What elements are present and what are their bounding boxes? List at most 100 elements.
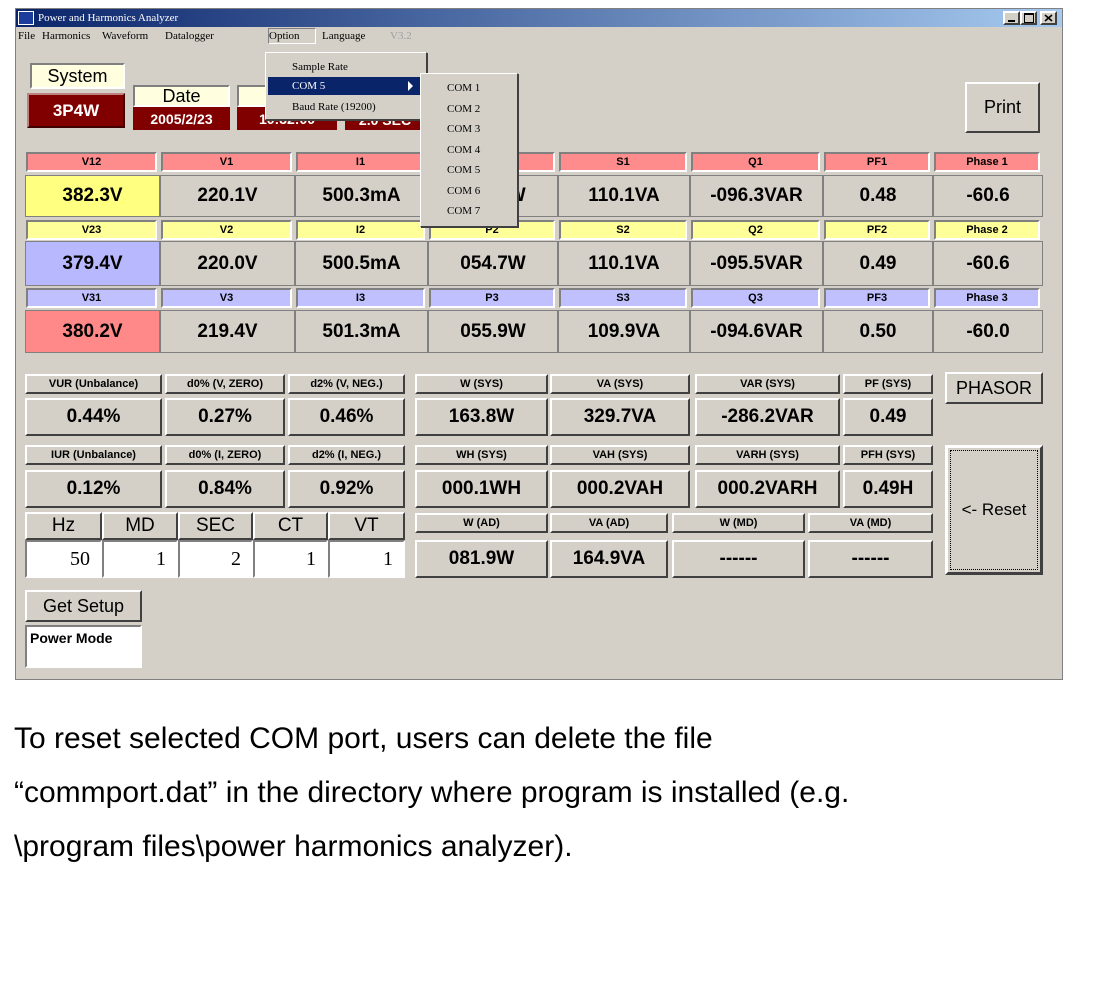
get-setup-button[interactable]: Get Setup	[25, 590, 142, 622]
phase-header: V3	[161, 288, 292, 308]
setup-header: MD	[102, 512, 178, 540]
menu-item[interactable]: Language	[322, 30, 366, 42]
print-button[interactable]: Print	[965, 82, 1040, 133]
com-item[interactable]: COM 1	[447, 82, 481, 94]
phase-value: -60.6	[933, 175, 1043, 217]
total-label: VA (MD)	[808, 513, 933, 533]
phase-header: PF1	[824, 152, 930, 172]
phase-header: S1	[559, 152, 687, 172]
phase-header: P3	[429, 288, 555, 308]
com-item[interactable]: COM 3	[447, 123, 481, 135]
balance-label: d0% (V, ZERO)	[165, 374, 285, 394]
window-title: Power and Harmonics Analyzer	[38, 12, 179, 24]
system-value: 3P4W	[27, 93, 125, 128]
balance-label: VUR (Unbalance)	[25, 374, 162, 394]
phase-header: I2	[296, 220, 425, 240]
date-label: Date	[133, 85, 230, 107]
com-item[interactable]: COM 4	[447, 143, 481, 156]
option-item[interactable]: Baud Rate (19200)	[292, 101, 376, 113]
setup-value: 2	[178, 540, 253, 578]
menu-item[interactable]: Harmonics	[42, 30, 91, 42]
com-item[interactable]: COM 7	[447, 205, 481, 217]
setup-value: 1	[102, 540, 178, 578]
total-value: 000.1WH	[415, 470, 548, 508]
note-line: “commport.dat” in the directory where pr…	[14, 776, 850, 809]
option-item[interactable]: Sample Rate	[292, 61, 348, 73]
phase-header: Phase 3	[934, 288, 1040, 308]
com-item[interactable]: COM 2	[447, 102, 481, 115]
phase-header: Q1	[691, 152, 820, 172]
menu-item[interactable]: Datalogger	[165, 30, 214, 42]
com-item[interactable]: COM 5	[447, 164, 481, 176]
phase-value: 0.48	[823, 175, 933, 217]
phase-value: 055.9W	[428, 310, 558, 353]
balance-value: 0.46%	[288, 398, 405, 436]
total-label: W (AD)	[415, 513, 548, 533]
menu-item[interactable]: Waveform	[102, 30, 149, 42]
phase-value: 0.50	[823, 310, 933, 353]
balance-label: IUR (Unbalance)	[25, 445, 162, 465]
phase-value: 220.0V	[160, 241, 295, 286]
phase-value: 501.3mA	[295, 310, 428, 353]
total-value: 000.2VAH	[550, 470, 690, 508]
phase-header: V23	[26, 220, 157, 240]
phase-value: 109.9VA	[558, 310, 690, 353]
total-label: PF (SYS)	[843, 374, 933, 394]
phase-value: 219.4V	[160, 310, 295, 353]
phase-header: V1	[161, 152, 292, 172]
phase-header: S3	[559, 288, 687, 308]
balance-value: 0.44%	[25, 398, 162, 436]
total-value: 000.2VARH	[695, 470, 840, 508]
phase-header: S2	[559, 220, 687, 240]
menu-item[interactable]: Option	[268, 28, 316, 44]
phase-value: 500.3mA	[295, 175, 428, 217]
phase-header: V31	[26, 288, 157, 308]
phase-header: V2	[161, 220, 292, 240]
note-line: To reset selected COM port, users can de…	[14, 722, 713, 755]
phase-value: -094.6VAR	[690, 310, 823, 353]
balance-label: d0% (I, ZERO)	[165, 445, 285, 465]
phase-header: V12	[26, 152, 157, 172]
phase-header: I1	[296, 152, 425, 172]
total-label: PFH (SYS)	[843, 445, 933, 465]
phase-value: 054.7W	[428, 241, 558, 286]
phase-header: Phase 1	[934, 152, 1040, 172]
phase-header: Phase 2	[934, 220, 1040, 240]
phase-header: I3	[296, 288, 425, 308]
setup-header: VT	[328, 512, 405, 540]
balance-value: 0.92%	[288, 470, 405, 508]
total-value: 164.9VA	[550, 540, 668, 578]
setup-value: 1	[328, 540, 405, 578]
phase-value: 110.1VA	[558, 241, 690, 286]
phase-value: 500.5mA	[295, 241, 428, 286]
phasor-button[interactable]: PHASOR	[945, 372, 1043, 404]
total-value: 0.49	[843, 398, 933, 436]
total-value: 081.9W	[415, 540, 548, 578]
submenu-arrow	[408, 81, 413, 91]
phase-value: -60.0	[933, 310, 1043, 353]
date-value: 2005/2/23	[133, 107, 230, 130]
phase-value: -60.6	[933, 241, 1043, 286]
close-button[interactable]	[1040, 11, 1057, 25]
total-label: VARH (SYS)	[695, 445, 840, 465]
phase-header: Q2	[691, 220, 820, 240]
system-label: System	[30, 63, 125, 89]
total-value: ------	[808, 540, 933, 578]
setup-header: Hz	[25, 512, 102, 540]
phase-value: 220.1V	[160, 175, 295, 217]
option-item[interactable]: COM 5	[268, 77, 422, 95]
minimize-button[interactable]	[1003, 11, 1020, 25]
total-value: ------	[672, 540, 805, 578]
balance-value: 0.84%	[165, 470, 285, 508]
total-label: W (SYS)	[415, 374, 548, 394]
total-value: -286.2VAR	[695, 398, 840, 436]
phase-header: PF3	[824, 288, 930, 308]
com-dropdown	[420, 73, 518, 227]
maximize-button[interactable]	[1020, 11, 1037, 25]
menu-item[interactable]: File	[18, 30, 36, 42]
phase-header: PF2	[824, 220, 930, 240]
phase-value: 382.3V	[25, 175, 160, 217]
com-item[interactable]: COM 6	[447, 184, 481, 197]
reset-button[interactable]: <- Reset	[945, 445, 1043, 575]
